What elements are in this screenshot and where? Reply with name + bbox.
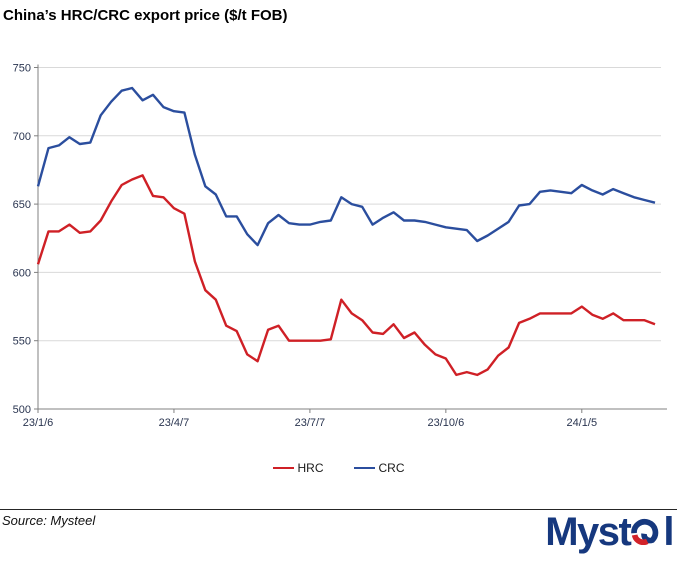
legend-item-hrc: HRC: [272, 461, 324, 475]
crc-line-swatch: [353, 466, 375, 470]
logo-text-suffix: l: [663, 510, 674, 554]
legend-label-hrc: HRC: [297, 461, 324, 475]
svg-text:500: 500: [13, 404, 31, 416]
footer-divider: [0, 509, 677, 510]
svg-text:600: 600: [13, 267, 31, 279]
svg-text:23/10/6: 23/10/6: [427, 417, 464, 429]
logo-text-prefix: Myst: [545, 510, 632, 554]
svg-text:750: 750: [13, 63, 31, 75]
hrc-line-swatch: [272, 466, 294, 470]
legend-item-crc: CRC: [353, 461, 405, 475]
chart-title: China’s HRC/CRC export price ($/t FOB): [3, 7, 288, 24]
svg-text:24/1/5: 24/1/5: [566, 417, 597, 429]
svg-text:23/4/7: 23/4/7: [159, 417, 190, 429]
mysteel-logo: Myst l: [545, 510, 674, 554]
svg-text:700: 700: [13, 131, 31, 143]
svg-text:650: 650: [13, 199, 31, 211]
source-note: Source: Mysteel: [2, 513, 96, 528]
chart-legend: HRC CRC: [0, 461, 677, 475]
price-chart: 500 550 600 650 700 750 23/1/6 23/4/7 23/7/7 23/1…: [13, 63, 667, 429]
svg-text:550: 550: [13, 336, 31, 348]
logo-swirl-icon: [631, 519, 659, 545]
svg-text:23/1/6: 23/1/6: [23, 417, 54, 429]
legend-label-crc: CRC: [378, 461, 405, 475]
svg-text:23/7/7: 23/7/7: [295, 417, 326, 429]
